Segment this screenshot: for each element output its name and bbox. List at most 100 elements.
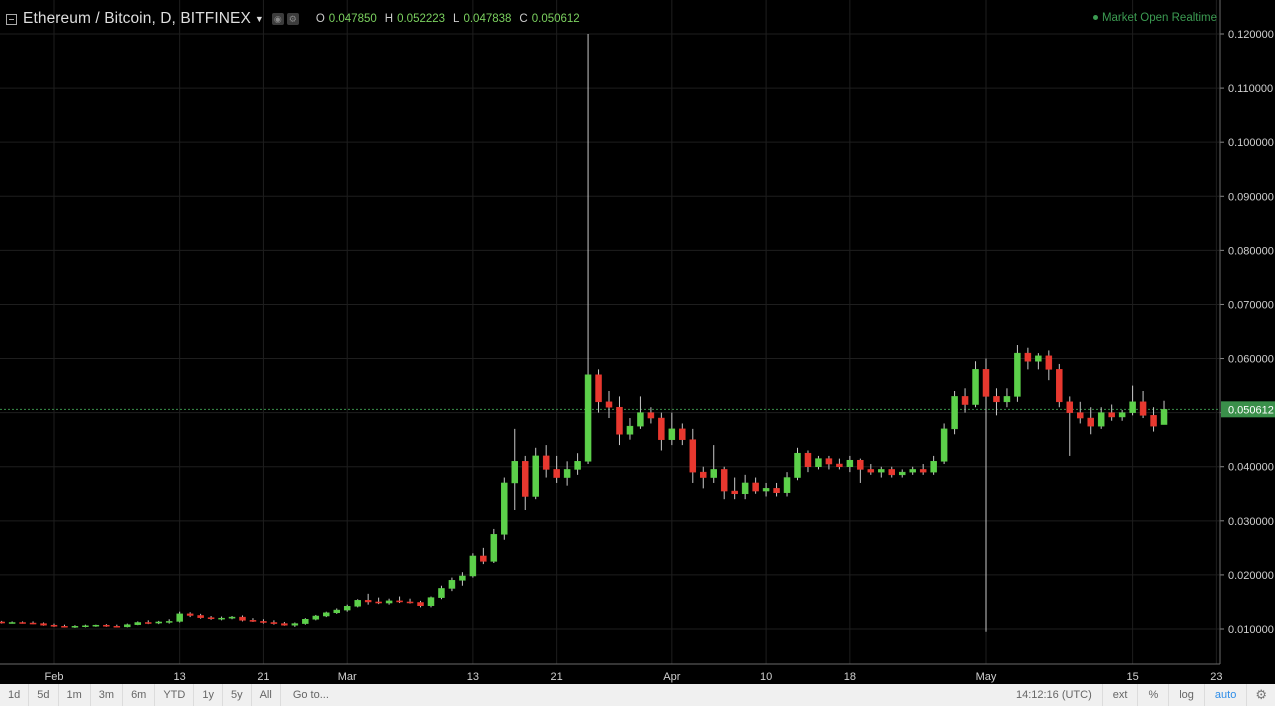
candle — [396, 596, 403, 604]
candle — [165, 619, 173, 624]
candle-body — [982, 369, 990, 397]
gear-icon[interactable]: ⚙ — [1246, 684, 1275, 706]
candle-body — [919, 469, 927, 473]
candle — [1150, 407, 1157, 432]
candle-body — [343, 606, 351, 611]
range-1y[interactable]: 1y — [194, 684, 223, 706]
candle — [940, 423, 948, 465]
candle — [8, 621, 16, 624]
range-ytd[interactable]: YTD — [155, 684, 195, 706]
candle-body — [752, 482, 759, 492]
candle-body — [92, 624, 100, 627]
candle — [637, 396, 644, 429]
range-6m[interactable]: 6m — [123, 684, 156, 706]
candle-body — [134, 622, 142, 625]
candle — [19, 621, 26, 624]
candle-body — [1003, 396, 1011, 403]
y-tick-label: 0.070000 — [1228, 299, 1274, 311]
candle-body — [113, 626, 121, 628]
candle-body — [595, 374, 602, 403]
candle — [61, 624, 68, 628]
x-tick-label: Mar — [338, 671, 357, 683]
candle — [521, 455, 529, 510]
candle — [186, 612, 194, 618]
axis-layer: 0.0100000.0200000.0300000.0400000.050000… — [0, 0, 1275, 683]
market-status-text: Market Open Realtime — [1101, 12, 1217, 24]
candle-body — [762, 488, 770, 492]
candle — [50, 623, 58, 627]
range-all[interactable]: All — [252, 684, 281, 706]
candle — [951, 391, 958, 435]
candle-body — [501, 482, 508, 535]
candle — [459, 572, 466, 586]
grid-layer — [0, 0, 1220, 664]
candle — [731, 477, 738, 500]
settings-icon[interactable]: ⚙ — [286, 13, 299, 25]
candle-body — [720, 469, 728, 492]
range-3m[interactable]: 3m — [91, 684, 124, 706]
low-label: L — [453, 13, 460, 25]
range-1m[interactable]: 1m — [59, 684, 91, 706]
candle — [29, 621, 37, 625]
candle-body — [898, 471, 906, 476]
candle-body — [700, 471, 707, 478]
x-tick-label: 18 — [844, 671, 856, 683]
candle — [291, 622, 299, 627]
candle-body — [218, 617, 225, 620]
candle — [542, 445, 550, 478]
candles-layer — [0, 34, 1168, 632]
candle-body — [616, 406, 623, 435]
candle — [919, 464, 927, 475]
chevron-down-icon[interactable]: ▼ — [254, 14, 264, 24]
candle-body — [144, 622, 152, 624]
range-5y[interactable]: 5y — [223, 684, 252, 706]
goto-date-button[interactable]: Go to... — [292, 689, 329, 701]
candle — [1024, 347, 1032, 370]
candle — [878, 466, 885, 478]
candle-body — [972, 369, 979, 405]
collapse-legend-icon[interactable] — [6, 13, 17, 25]
ext-toggle[interactable]: ext — [1101, 684, 1138, 706]
x-tick-label: 21 — [257, 671, 269, 683]
log-toggle[interactable]: log — [1168, 684, 1204, 706]
ohlc-values: O 0.047850 H 0.052223 L 0.047838 C 0.050… — [316, 13, 588, 25]
utc-clock[interactable]: 14:12:16 (UTC) — [1015, 689, 1092, 701]
range-5d[interactable]: 5d — [29, 684, 59, 706]
candle-body — [689, 439, 697, 473]
range-1d[interactable]: 1d — [0, 684, 30, 706]
y-tick-label: 0.120000 — [1228, 29, 1274, 41]
candle-body — [364, 600, 372, 603]
candle-body — [626, 425, 634, 435]
candle — [448, 577, 456, 592]
candle-body — [228, 616, 236, 619]
candle-body — [1160, 409, 1168, 425]
candle — [260, 619, 267, 624]
candle — [1129, 385, 1136, 416]
candle-body — [103, 624, 110, 627]
candlestick-chart[interactable]: 0.0100000.0200000.0300000.0400000.050000… — [0, 0, 1275, 684]
candle-body — [930, 461, 937, 473]
candle-body — [574, 461, 581, 470]
candle — [668, 412, 676, 446]
symbol-title[interactable]: Ethereum / Bitcoin, D, BITFINEX — [23, 10, 251, 27]
percent-toggle[interactable]: % — [1137, 684, 1168, 706]
candle-body — [0, 621, 5, 624]
candle-body — [302, 619, 309, 624]
candle — [1160, 400, 1168, 425]
open-label: O — [315, 13, 325, 25]
auto-scale-toggle[interactable]: auto — [1203, 684, 1246, 706]
candle-body — [448, 580, 456, 589]
candle-body — [323, 612, 330, 617]
candle — [752, 477, 759, 494]
candle-body — [124, 624, 131, 628]
candle-body — [291, 623, 299, 626]
candle-body — [176, 613, 183, 622]
eye-icon[interactable]: ◉ — [271, 13, 284, 25]
candle — [804, 450, 812, 473]
candle-body — [71, 626, 79, 628]
candle-body — [815, 458, 822, 467]
candle — [239, 615, 246, 622]
candle-body — [427, 597, 435, 606]
x-tick-label: 13 — [467, 671, 479, 683]
candle — [124, 623, 131, 628]
